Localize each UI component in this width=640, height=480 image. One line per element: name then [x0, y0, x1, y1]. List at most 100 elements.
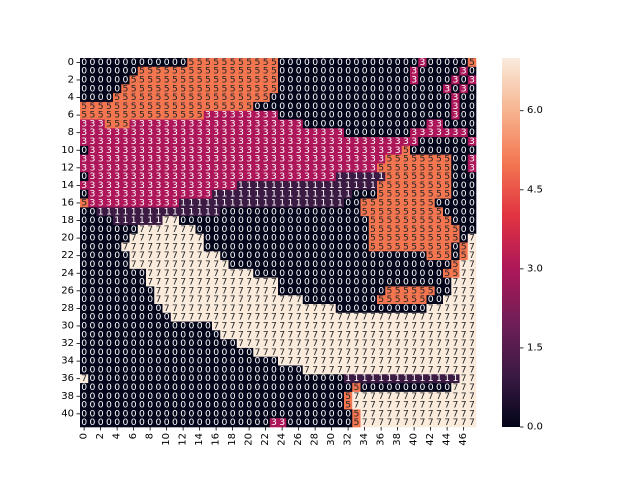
- cell-value-label: 0: [395, 92, 401, 103]
- heatmap-cell: [418, 216, 427, 226]
- cell-value-label: 3: [304, 127, 310, 138]
- cell-value-label: 0: [230, 224, 236, 235]
- cell-value-label: 0: [461, 162, 467, 173]
- cell-value-label: 0: [238, 206, 244, 217]
- heatmap-cell: [335, 145, 345, 155]
- cell-value-label: 0: [81, 233, 87, 244]
- cell-value-label: 0: [436, 197, 442, 208]
- heatmap-cell: [368, 137, 378, 147]
- heatmap-cell: [352, 224, 361, 235]
- cell-value-label: 0: [271, 101, 277, 112]
- cell-value-label: 0: [271, 206, 277, 217]
- heatmap-cell: [88, 189, 97, 199]
- heatmap-cell: [393, 286, 403, 296]
- heatmap-cell: [195, 145, 205, 155]
- heatmap-cell: [253, 277, 262, 287]
- cell-value-label: 5: [139, 92, 145, 103]
- heatmap-cell: [104, 137, 114, 147]
- cell-value-label: 5: [155, 83, 161, 94]
- cell-value-label: 0: [296, 92, 302, 103]
- cell-value-label: 7: [147, 241, 153, 252]
- heatmap-cell: [203, 233, 213, 243]
- cell-value-label: 0: [444, 206, 450, 217]
- cell-value-label: 0: [131, 285, 137, 296]
- cell-value-label: 0: [329, 101, 335, 112]
- cell-value-label: 0: [271, 215, 277, 226]
- heatmap-cell: [220, 224, 229, 235]
- cell-value-label: 0: [329, 268, 335, 279]
- heatmap-cell: [220, 66, 229, 76]
- cell-value-label: 0: [213, 224, 219, 235]
- cell-value-label: 3: [221, 171, 227, 182]
- cell-value-label: 5: [246, 74, 252, 85]
- heatmap-cell: [377, 224, 386, 235]
- cell-value-label: 0: [345, 101, 351, 112]
- heatmap-cell: [302, 145, 312, 155]
- cell-value-label: 3: [287, 171, 293, 182]
- cell-value-label: 3: [197, 171, 203, 182]
- heatmap-cell: [360, 145, 370, 155]
- y-tick-label: 14: [61, 180, 74, 191]
- heatmap-cell: [253, 207, 262, 217]
- cell-value-label: 5: [197, 83, 203, 94]
- heatmap-cell: [88, 137, 97, 147]
- heatmap-cell: [269, 101, 279, 112]
- heatmap-cell: [278, 137, 287, 147]
- cell-value-label: 3: [164, 171, 170, 182]
- heatmap-cell: [410, 145, 419, 155]
- cell-value-label: 3: [230, 180, 236, 191]
- cell-value-label: 5: [386, 224, 392, 235]
- cell-value-label: 3: [98, 162, 104, 173]
- heatmap-cell: [385, 216, 394, 226]
- heatmap-cell: [327, 172, 337, 182]
- cell-value-label: 5: [370, 197, 376, 208]
- heatmap-cell: [137, 101, 147, 112]
- cell-value-label: 1: [147, 215, 153, 226]
- heatmap-cell: [393, 101, 403, 112]
- heatmap-cell: [286, 260, 295, 270]
- cell-value-label: 0: [469, 66, 475, 77]
- heatmap-cell: [352, 233, 361, 243]
- cell-value-label: 3: [122, 136, 128, 147]
- cell-value-label: 5: [213, 92, 219, 103]
- cell-value-label: 5: [147, 110, 153, 121]
- cell-value-label: 0: [444, 197, 450, 208]
- cell-value-label: 0: [263, 259, 269, 270]
- heatmap-cell: [335, 119, 345, 129]
- heatmap-cell: [187, 66, 196, 76]
- cell-value-label: 0: [345, 277, 351, 288]
- heatmap-cell: [187, 84, 196, 94]
- heatmap-cell: [385, 268, 394, 278]
- heatmap-cell: [368, 189, 378, 199]
- cell-value-label: 5: [172, 83, 178, 94]
- heatmap-cell: [129, 84, 139, 94]
- cell-value-label: 0: [403, 250, 409, 261]
- cell-value-label: 7: [155, 224, 161, 235]
- heatmap-cell: [269, 58, 279, 68]
- cell-value-label: 1: [238, 197, 244, 208]
- heatmap-cell: [302, 137, 312, 147]
- cell-value-label: 0: [461, 101, 467, 112]
- heatmap-cell: [129, 286, 139, 296]
- y-tick-label: 30: [61, 320, 74, 331]
- cell-value-label: 3: [279, 417, 285, 428]
- heatmap-cell: [162, 75, 172, 85]
- cell-value-label: 0: [296, 83, 302, 94]
- heatmap-cell: [253, 242, 262, 252]
- cell-value-label: 0: [114, 259, 120, 270]
- cell-value-label: 3: [452, 101, 458, 112]
- heatmap-cell: [170, 286, 180, 296]
- heatmap-cell: [443, 110, 452, 120]
- cell-value-label: 3: [139, 197, 145, 208]
- cell-value-label: 0: [452, 189, 458, 200]
- cell-value-label: 0: [246, 417, 252, 428]
- heatmap-cell: [129, 251, 139, 261]
- cell-value-label: 5: [419, 285, 425, 296]
- heatmap-cell: [154, 75, 163, 85]
- cell-value-label: 0: [287, 277, 293, 288]
- cell-value-label: 3: [337, 136, 343, 147]
- cell-value-label: 3: [246, 118, 252, 129]
- cell-value-label: 5: [155, 74, 161, 85]
- cell-value-label: 0: [395, 118, 401, 129]
- heatmap-cell: [212, 268, 221, 278]
